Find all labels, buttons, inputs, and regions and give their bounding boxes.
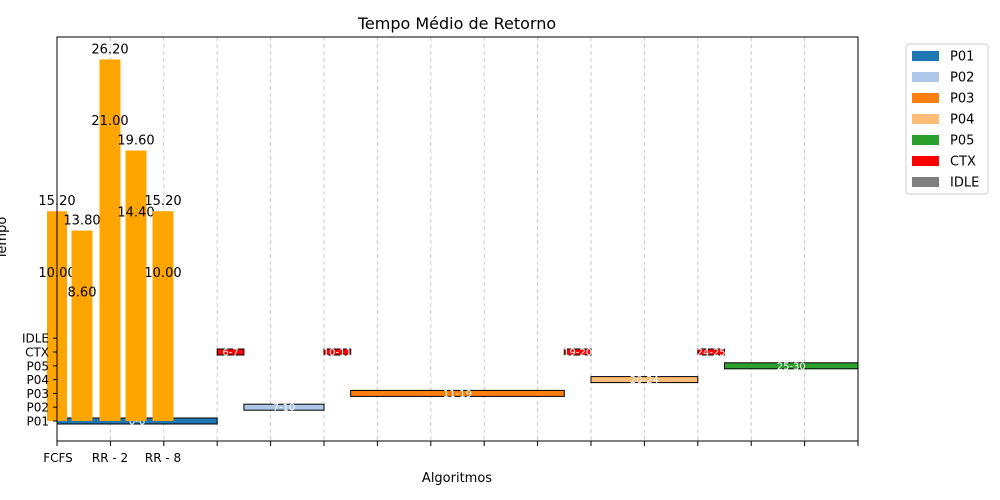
legend-swatch — [912, 156, 939, 166]
legend-swatch — [912, 72, 939, 82]
y-tick-label: CTX — [25, 346, 49, 360]
gantt-bar-label: 11-19 — [443, 389, 472, 400]
gantt-bar-label: 6-7 — [222, 348, 238, 359]
legend-swatch — [912, 51, 939, 61]
y-tick-label: IDLE — [22, 332, 49, 346]
gantt-bar-label: 0-6 — [129, 417, 145, 428]
legend-label: IDLE — [950, 176, 979, 191]
bar-value-label: 19.60 — [117, 134, 154, 149]
legend-label: CTX — [950, 155, 976, 170]
x-tick-label: RR - 2 — [92, 451, 128, 465]
legend-swatch — [912, 177, 939, 187]
y-tick-label: P01 — [26, 415, 49, 429]
tempo-bar — [125, 150, 147, 421]
tempo-bar — [152, 211, 174, 421]
legend-label: P03 — [950, 92, 974, 107]
x-tick-label: RR - 8 — [145, 451, 181, 465]
y-axis-label: Tempo — [0, 217, 10, 261]
legend-swatch — [912, 114, 939, 124]
y-tick-label: P05 — [26, 359, 49, 373]
legend-label: P02 — [950, 71, 974, 86]
gantt-bar-label: 25-30 — [777, 361, 806, 372]
bar-value-label: 15.20 — [144, 194, 181, 209]
tempo-bar — [99, 59, 121, 421]
gantt-bar — [323, 348, 352, 356]
bar-value-label: 26.20 — [91, 42, 128, 57]
y-tick-label: P04 — [26, 373, 49, 387]
y-tick-label: P03 — [26, 387, 49, 401]
gantt-bar — [563, 348, 592, 356]
chart-title: Tempo Médio de Retorno — [357, 14, 556, 33]
plot-frame — [56, 36, 859, 442]
gantt-bar — [590, 376, 699, 384]
legend: P01 P02 P03 P04 P05 CTX IDLE — [905, 43, 989, 195]
gantt-bar-label: 20-24 — [630, 375, 659, 386]
gantt-bar — [243, 403, 325, 411]
legend-swatch — [912, 135, 939, 145]
x-axis-label: Algoritmos — [422, 471, 492, 486]
bar-inner-label: 10.00 — [144, 266, 181, 281]
y-tick-label: P02 — [26, 401, 49, 415]
gantt-bar-label: 19-20 — [563, 348, 592, 359]
gantt-bar — [216, 348, 245, 356]
bar-inner-label: 21.00 — [91, 114, 128, 129]
gantt-bar — [350, 389, 565, 397]
x-tick-label: FCFS — [43, 451, 73, 465]
legend-label: P04 — [950, 113, 974, 128]
gantt-bar-label: 24-25 — [697, 348, 726, 359]
bar-inner-label: 14.40 — [117, 205, 154, 220]
gantt-bar-label: 7-10 — [273, 403, 296, 414]
gantt-bar — [697, 348, 725, 356]
legend-swatch — [912, 93, 939, 103]
legend-label: P05 — [950, 134, 974, 149]
bar-value-label: 13.80 — [63, 214, 100, 229]
gantt-bar-label: 10-11 — [323, 348, 352, 359]
bar-inner-label: 8.60 — [68, 285, 97, 300]
gantt-bar — [724, 362, 858, 370]
legend-label: P01 — [950, 50, 974, 65]
tempo-bar — [71, 230, 93, 421]
